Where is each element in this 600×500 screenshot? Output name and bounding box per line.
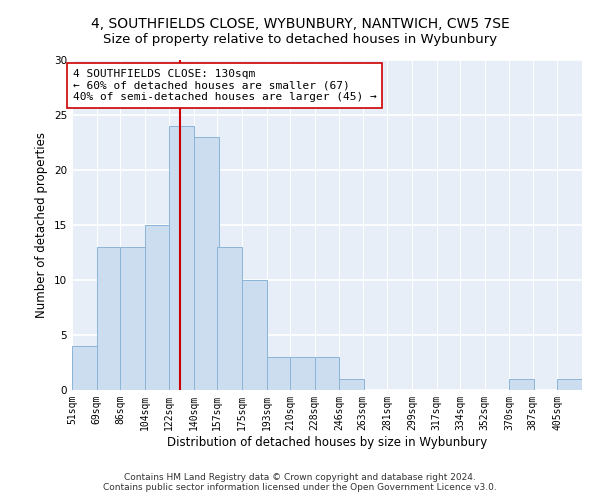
Bar — [97, 247, 121, 390]
Bar — [340, 379, 364, 390]
Bar — [72, 346, 97, 390]
Bar — [290, 357, 314, 390]
Bar — [145, 225, 169, 390]
Text: 4, SOUTHFIELDS CLOSE, WYBUNBURY, NANTWICH, CW5 7SE: 4, SOUTHFIELDS CLOSE, WYBUNBURY, NANTWIC… — [91, 18, 509, 32]
Bar — [557, 379, 582, 390]
Bar — [314, 357, 340, 390]
Bar — [169, 126, 194, 390]
Y-axis label: Number of detached properties: Number of detached properties — [35, 132, 49, 318]
X-axis label: Distribution of detached houses by size in Wybunbury: Distribution of detached houses by size … — [167, 436, 487, 448]
Bar — [266, 357, 292, 390]
Bar — [242, 280, 266, 390]
Text: 4 SOUTHFIELDS CLOSE: 130sqm
← 60% of detached houses are smaller (67)
40% of sem: 4 SOUTHFIELDS CLOSE: 130sqm ← 60% of det… — [73, 69, 376, 102]
Bar — [194, 137, 218, 390]
Bar — [217, 247, 242, 390]
Text: Contains HM Land Registry data © Crown copyright and database right 2024.
Contai: Contains HM Land Registry data © Crown c… — [103, 473, 497, 492]
Text: Size of property relative to detached houses in Wybunbury: Size of property relative to detached ho… — [103, 32, 497, 46]
Bar — [120, 247, 145, 390]
Bar — [509, 379, 534, 390]
